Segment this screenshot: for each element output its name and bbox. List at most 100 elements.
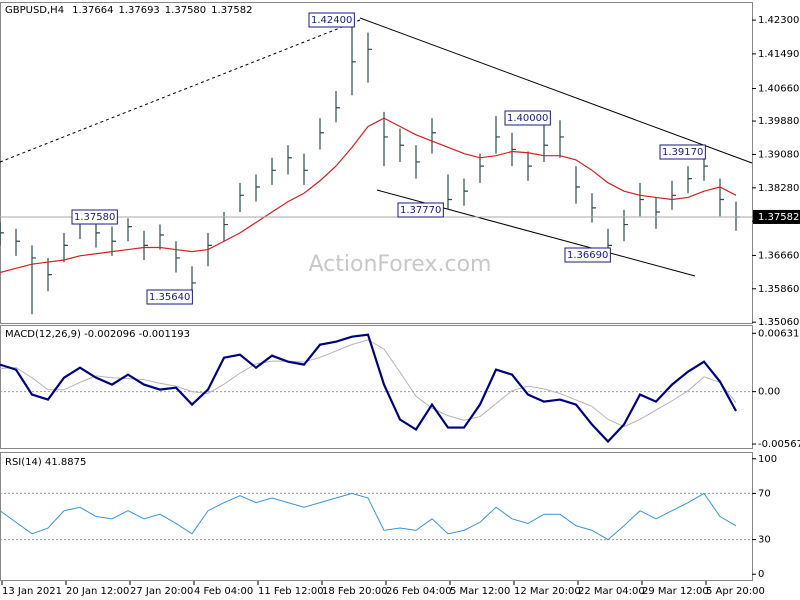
x-tick-label: 4 Feb 04:00 xyxy=(194,586,253,597)
series-line xyxy=(0,492,737,541)
price-bar xyxy=(527,151,532,181)
annotation: 1.37770 xyxy=(400,205,441,216)
header-info: 1.37582 xyxy=(211,5,252,16)
price-bar xyxy=(639,182,644,217)
price-bar xyxy=(575,166,580,204)
price-bar xyxy=(95,220,100,248)
y-tick-label: 70 xyxy=(758,488,771,499)
y-tick-label: 1.41490 xyxy=(758,49,799,60)
y-tick-label: 0.00631 xyxy=(758,328,799,339)
price-bar xyxy=(447,174,452,210)
price-bar xyxy=(495,116,500,154)
price-bar xyxy=(319,118,324,150)
x-tick-label: 20 Jan 12:00 xyxy=(66,586,129,597)
panel-title: RSI(14) 41.8875 xyxy=(5,457,86,468)
y-tick-label: 1.39080 xyxy=(758,149,799,160)
x-tick-label: 22 Mar 04:00 xyxy=(578,586,645,597)
price-bar xyxy=(255,174,260,202)
header-info: 1.37693 xyxy=(118,5,159,16)
header-info: GBPUSD,H4 xyxy=(5,5,64,16)
price-bar xyxy=(415,145,420,179)
y-tick-label: 1.42300 xyxy=(758,15,799,26)
annotation: 1.37580 xyxy=(74,212,115,223)
annotation-box xyxy=(146,289,193,305)
annotation-box xyxy=(504,110,551,126)
last-price-label: 1.37582 xyxy=(758,212,799,223)
price-bar xyxy=(127,218,132,242)
macd-panel xyxy=(0,325,753,449)
watermark: ActionForex.com xyxy=(309,252,492,277)
price-bar xyxy=(335,91,340,123)
price-bar xyxy=(15,228,20,256)
y-tick-label: 0.00 xyxy=(758,387,780,398)
price-bar xyxy=(143,230,148,261)
price-bar xyxy=(159,224,164,250)
y-tick-label: 0 xyxy=(758,569,764,580)
x-tick-label: 18 Feb 20:00 xyxy=(322,586,388,597)
price-bar xyxy=(479,153,484,183)
price-bar xyxy=(31,245,36,315)
x-tick-label: 13 Jan 2021 xyxy=(2,586,62,597)
price-bar xyxy=(591,193,596,223)
price-bar xyxy=(271,157,276,185)
x-tick-label: 5 Mar 12:00 xyxy=(450,586,510,597)
price-bar xyxy=(687,166,692,194)
price-bar xyxy=(287,145,292,175)
y-tick-label: 1.38280 xyxy=(758,183,799,194)
price-bar xyxy=(431,118,436,154)
x-tick-label: 26 Feb 04:00 xyxy=(386,586,452,597)
price-panel xyxy=(0,2,753,324)
annotation-box xyxy=(564,247,611,263)
price-bar xyxy=(511,132,516,167)
last-price-box xyxy=(753,209,800,224)
x-tick-label: 11 Feb 12:00 xyxy=(258,586,324,597)
panel-title: MACD(12,26,9) -0.002096 -0.001193 xyxy=(5,329,190,340)
price-bar xyxy=(239,182,244,213)
annotation-box xyxy=(71,209,118,225)
price-bar xyxy=(351,15,356,96)
y-tick-label: -0.00567 xyxy=(758,439,800,450)
y-tick-label: 1.39880 xyxy=(758,116,799,127)
annotation: 1.36690 xyxy=(567,250,608,261)
header-info: 1.37580 xyxy=(165,5,206,16)
price-bar xyxy=(0,222,4,246)
annotation: 1.35640 xyxy=(149,292,190,303)
price-bar xyxy=(303,153,308,185)
y-tick-label: 1.35060 xyxy=(758,317,799,328)
series-line xyxy=(0,117,737,274)
trend-line xyxy=(0,19,361,163)
series-line xyxy=(0,333,737,444)
y-tick-label: 1.36660 xyxy=(758,250,799,261)
price-bar xyxy=(175,241,180,273)
price-bar xyxy=(463,178,468,206)
annotation-box xyxy=(397,202,444,218)
x-tick-label: 5 Apr 20:00 xyxy=(706,586,765,597)
price-bar xyxy=(559,120,564,158)
rsi-panel xyxy=(0,452,753,581)
price-bar xyxy=(623,209,628,242)
price-bar xyxy=(111,226,116,256)
annotation-box xyxy=(308,12,355,28)
annotation-box xyxy=(659,144,706,160)
price-bar xyxy=(719,178,724,217)
y-tick-label: 1.40660 xyxy=(758,84,799,95)
x-tick-label: 12 Mar 20:00 xyxy=(514,586,581,597)
y-tick-label: 30 xyxy=(758,535,771,546)
annotation: 1.42400 xyxy=(311,15,352,26)
price-bar xyxy=(383,111,388,167)
price-bar xyxy=(47,257,52,292)
price-bar xyxy=(63,232,68,263)
channel-top xyxy=(359,17,753,164)
price-bar xyxy=(671,180,676,210)
y-tick-label: 1.35860 xyxy=(758,284,799,295)
header-info: 1.37664 xyxy=(72,5,113,16)
price-bar xyxy=(367,32,372,83)
annotation: 1.39170 xyxy=(662,147,703,158)
x-tick-label: 27 Jan 20:00 xyxy=(130,586,193,597)
x-tick-label: 29 Mar 12:00 xyxy=(642,586,709,597)
price-bar xyxy=(655,197,660,229)
annotation: 1.40000 xyxy=(507,113,548,124)
panel-borders xyxy=(0,2,753,581)
price-bar xyxy=(399,128,404,162)
